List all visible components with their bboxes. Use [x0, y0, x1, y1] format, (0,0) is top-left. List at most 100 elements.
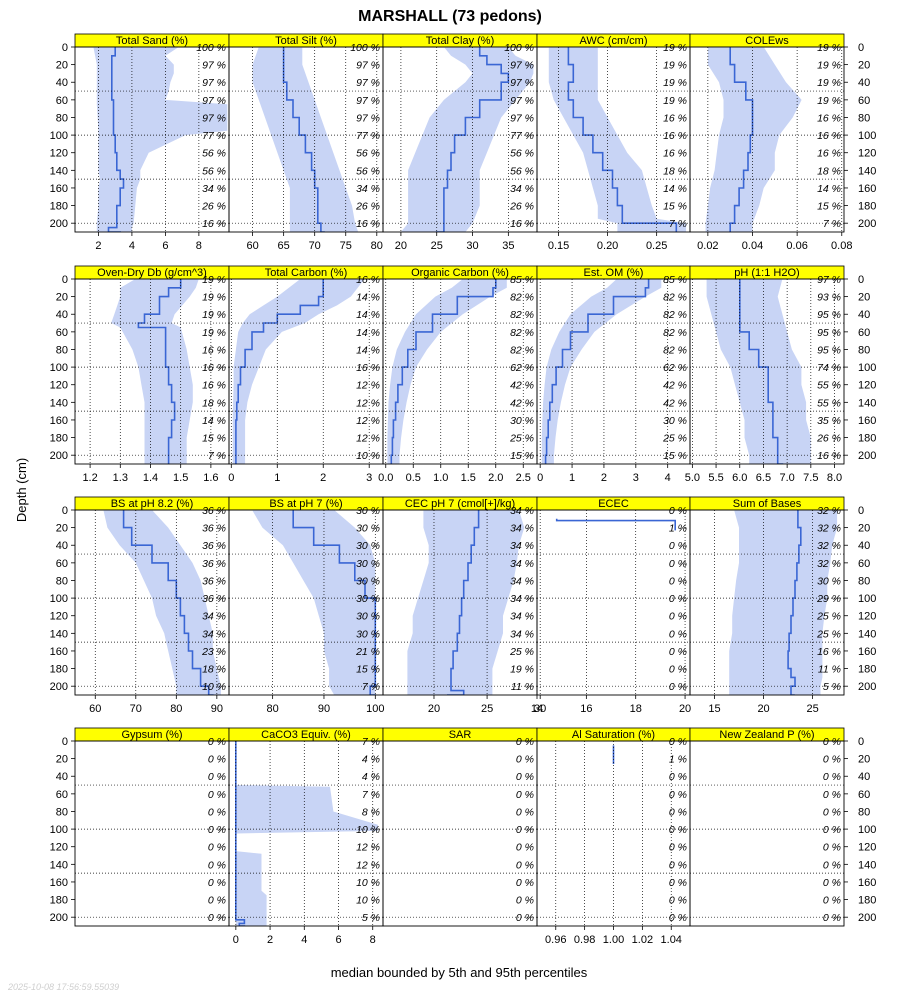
y-tick-label: 200 — [50, 218, 68, 230]
y-tick-label: 120 — [858, 842, 876, 854]
panel-frame — [536, 509, 691, 696]
panel: Total Silt (%) 100 % 97 % 97 % 97 % 97 % 77 % 5… — [228, 33, 384, 252]
pct-label: 15 % — [202, 433, 226, 445]
x-tick-label: 30 — [534, 703, 546, 715]
y-tick-label: 0 — [62, 505, 68, 517]
x-tick-label: 70 — [309, 240, 321, 252]
pct-label: 16 % — [356, 274, 380, 286]
pct-label: 0 % — [669, 558, 687, 570]
pct-label: 42 % — [663, 397, 687, 409]
pct-label: 0 % — [823, 736, 841, 748]
pct-label: 30 % — [356, 611, 380, 623]
x-tick-label: 4 — [301, 934, 307, 946]
pct-label: 30 % — [356, 628, 380, 640]
y-tick-label: 200 — [50, 681, 68, 693]
x-tick-label: 0.5 — [406, 472, 421, 484]
x-tick-label: 20 — [428, 703, 440, 715]
median-line — [555, 518, 676, 531]
x-tick-label: 1 — [274, 472, 280, 484]
plot-area — [252, 47, 359, 232]
pct-label: 82 % — [663, 309, 687, 321]
y-tick-label: 80 — [858, 112, 870, 124]
chart-title: MARSHALL (73 pedons) — [358, 8, 542, 25]
pct-label: 77 % — [202, 130, 226, 142]
y-tick-label: 0 — [858, 736, 864, 748]
pct-label: 56 % — [356, 165, 380, 177]
y-tick-label: 140 — [50, 397, 68, 409]
pct-label: 34 % — [510, 611, 534, 623]
pct-label: 16 % — [202, 218, 226, 230]
pct-label: 19 % — [663, 42, 687, 54]
median-line — [235, 279, 324, 464]
y-tick-label: 140 — [858, 628, 876, 640]
x-tick-label: 0.04 — [742, 240, 763, 252]
strip-label: Total Clay (%) — [426, 35, 494, 47]
pct-label: 30 % — [356, 575, 380, 587]
median-line — [787, 510, 802, 695]
x-tick-label: 8 — [370, 934, 376, 946]
pct-label: 19 % — [202, 274, 226, 286]
pct-label: 0 % — [669, 806, 687, 818]
pct-label: 5 % — [823, 681, 841, 693]
pct-label: 1 % — [669, 523, 687, 535]
pct-label: 0 % — [669, 842, 687, 854]
pct-label: 16 % — [817, 148, 841, 160]
plot-area — [706, 279, 811, 464]
y-tick-label: 120 — [50, 842, 68, 854]
x-tick-label: 2 — [95, 240, 101, 252]
pct-label: 97 % — [202, 60, 226, 72]
pct-label: 0 % — [516, 754, 534, 766]
pct-label: 36 % — [202, 558, 226, 570]
pct-label: 56 % — [510, 165, 534, 177]
pct-label: 16 % — [663, 130, 687, 142]
pct-label: 85 % — [510, 274, 534, 286]
x-tick-label: 0.08 — [831, 240, 852, 252]
strip-label: ECEC — [598, 498, 629, 510]
x-tick-label: 20 — [679, 703, 691, 715]
y-tick-label: 60 — [858, 95, 870, 107]
pct-label: 14 % — [356, 292, 380, 304]
pct-label: 15 % — [356, 664, 380, 676]
pct-label: 0 % — [669, 736, 687, 748]
pct-label: 16 % — [356, 218, 380, 230]
pct-label: 26 % — [509, 201, 534, 213]
plot-area — [111, 279, 199, 464]
pct-label: 34 % — [202, 628, 226, 640]
pct-label: 16 % — [356, 362, 380, 374]
pct-label: 15 % — [510, 450, 534, 462]
y-tick-label: 0 — [62, 42, 68, 54]
pct-label: 77 % — [356, 130, 380, 142]
pct-label: 18 % — [817, 165, 841, 177]
pct-label: 36 % — [202, 575, 226, 587]
pct-label: 97 % — [202, 95, 226, 107]
pct-label: 36 % — [202, 523, 226, 535]
pct-label: 82 % — [510, 344, 534, 356]
pct-label: 15 % — [663, 450, 687, 462]
pct-label: 0 % — [669, 611, 687, 623]
pct-label: 82 % — [510, 327, 534, 339]
pct-label: 8 % — [362, 806, 380, 818]
pct-label: 0 % — [208, 877, 226, 889]
pct-label: 0 % — [208, 842, 226, 854]
x-tick-label: 5.5 — [708, 472, 723, 484]
panel: pH (1:1 H2O) 97 % 93 % 95 % 95 % 95 % 74 % 55 %… — [685, 265, 876, 484]
y-tick-label: 40 — [56, 309, 68, 321]
pct-label: 25 % — [816, 611, 841, 623]
y-tick-label: 200 — [858, 912, 876, 924]
pct-label: 0 % — [669, 628, 687, 640]
pct-label: 34 % — [510, 575, 534, 587]
y-tick-label: 100 — [858, 130, 876, 142]
plot-area — [400, 47, 534, 232]
pct-label: 97 % — [510, 77, 534, 89]
pct-label: 0 % — [208, 789, 226, 801]
pct-label: 16 % — [817, 450, 841, 462]
pct-label: 29 % — [816, 593, 841, 605]
pct-label: 14 % — [356, 309, 380, 321]
pct-label: 56 % — [202, 165, 226, 177]
y-tick-label: 200 — [858, 681, 876, 693]
pct-label: 0 % — [516, 859, 534, 871]
panel: COLEws 19 % 19 % 19 % 19 % 16 % 16 % 16 % 18 % 14… — [689, 33, 876, 252]
pct-label: 95 % — [817, 344, 841, 356]
plot-area — [93, 47, 228, 232]
y-tick-label: 40 — [858, 77, 870, 89]
